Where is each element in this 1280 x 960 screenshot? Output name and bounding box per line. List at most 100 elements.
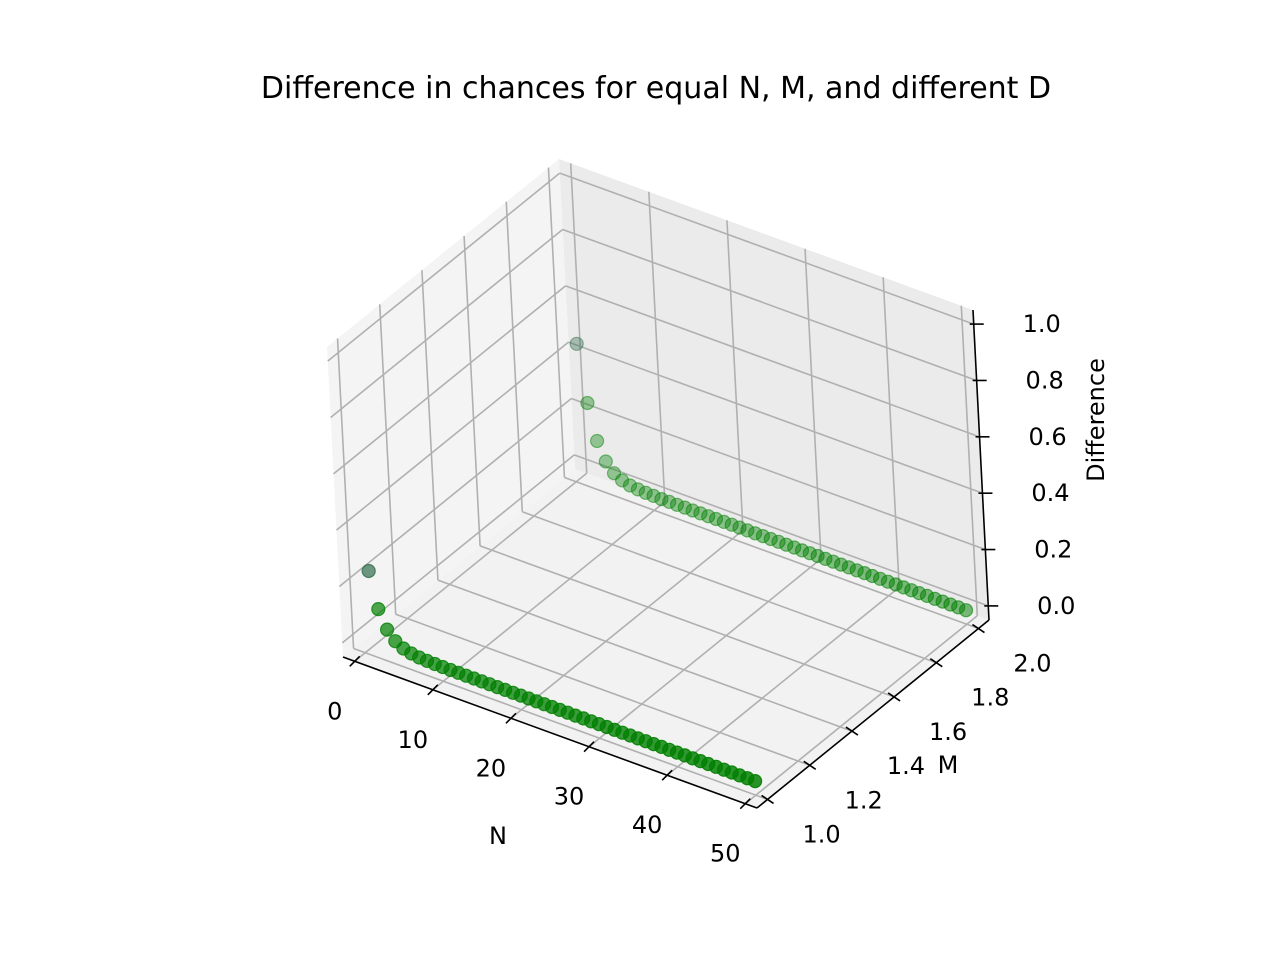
y-gridline [421,270,439,581]
y-gridline [378,304,397,615]
data-point [622,478,638,493]
data-point [654,492,669,507]
x-axis-line [342,656,758,809]
z-tick-label: 0.4 [1031,479,1069,507]
x-gridline [432,501,666,691]
z-gridline [562,228,977,382]
data-point [896,580,911,595]
data-point [646,488,661,503]
data-point [919,588,935,604]
axes [342,309,999,810]
y-gridline [505,201,524,512]
z-tick-label: 0.6 [1028,423,1066,451]
data-point [630,482,646,497]
left-pane [327,159,575,657]
data-point [716,514,732,530]
data-point [740,523,755,538]
data-point [685,503,700,518]
x-tick-mark [349,655,361,667]
z-tick-label: 0.0 [1037,592,1075,620]
gridlines [327,163,989,805]
x-gridline [510,529,744,719]
x-gridline [666,586,900,776]
z-gridline [338,397,572,588]
x-tick-mark [427,684,439,696]
x-gridline [569,163,588,474]
data-point [361,563,376,579]
data-point [708,511,724,527]
z-gridline [571,397,986,551]
data-point [872,571,888,586]
data-point [677,500,692,515]
y-gridline [437,579,853,732]
data-point [794,543,810,558]
x-tick-mark [505,712,517,724]
data-point [810,548,825,564]
x-axis-label: N [489,822,507,850]
data-point [818,551,833,567]
data-point [833,557,849,572]
axis-panes [327,159,989,808]
data-point [865,568,880,584]
axis-labels: N M Difference [489,358,1110,850]
data-point [888,577,903,592]
x-tick-label: 20 [476,754,507,782]
z-tick-label: 1.0 [1023,310,1061,338]
y-tick-label: 2.0 [1013,650,1051,678]
x-tick-label: 0 [327,697,342,725]
z-axis-label: Difference [1082,358,1110,482]
y-tick-mark [972,623,985,634]
data-point [747,526,763,541]
x-gridline [804,248,822,559]
z-gridline [335,341,569,531]
data-point [669,497,685,512]
data-point [693,506,708,521]
y-gridline [564,476,979,630]
z-gridline [565,285,980,438]
data-point [826,554,841,569]
y-gridline [463,235,481,546]
data-point [701,509,716,524]
data-point [857,565,872,581]
x-tick-label: 40 [632,811,663,839]
z-gridline [327,172,561,362]
chart-title: Difference in chances for equal N, M, an… [261,71,1051,106]
z-gridline [559,172,975,325]
data-points [361,336,974,789]
data-point [371,601,386,617]
x-tick-mark [583,741,595,753]
data-point [755,528,771,544]
y-axis-line [756,619,990,809]
z-gridline [333,285,567,475]
x-gridline [726,220,744,531]
x-tick-mark [739,798,751,810]
data-point [662,494,677,509]
z-tick-label: 0.2 [1034,536,1072,564]
z-axis-line [972,309,990,621]
floor-pane [343,469,989,808]
data-point [779,537,794,552]
y-gridline [479,545,895,698]
y-gridline [547,167,566,478]
data-point [580,395,595,411]
data-point [849,563,864,578]
data-point [638,485,653,500]
y-tick-mark [929,658,943,668]
y-gridline [336,338,355,649]
z-gridline [573,454,989,607]
data-point [732,520,747,535]
data-point [589,433,605,449]
tick-labels: 010203040501.01.21.41.61.82.00.00.20.40.… [327,310,1075,868]
y-tick-label: 1.4 [887,752,925,780]
data-point [904,583,919,598]
y-tick-mark [761,794,774,805]
y-tick-mark [845,726,859,736]
y-tick-label: 1.6 [929,718,967,746]
data-point [614,473,630,488]
data-point [880,574,896,589]
y-tick-mark [803,760,817,770]
y-gridline [395,613,811,767]
x-tick-label: 10 [398,726,429,754]
data-point [388,634,403,649]
